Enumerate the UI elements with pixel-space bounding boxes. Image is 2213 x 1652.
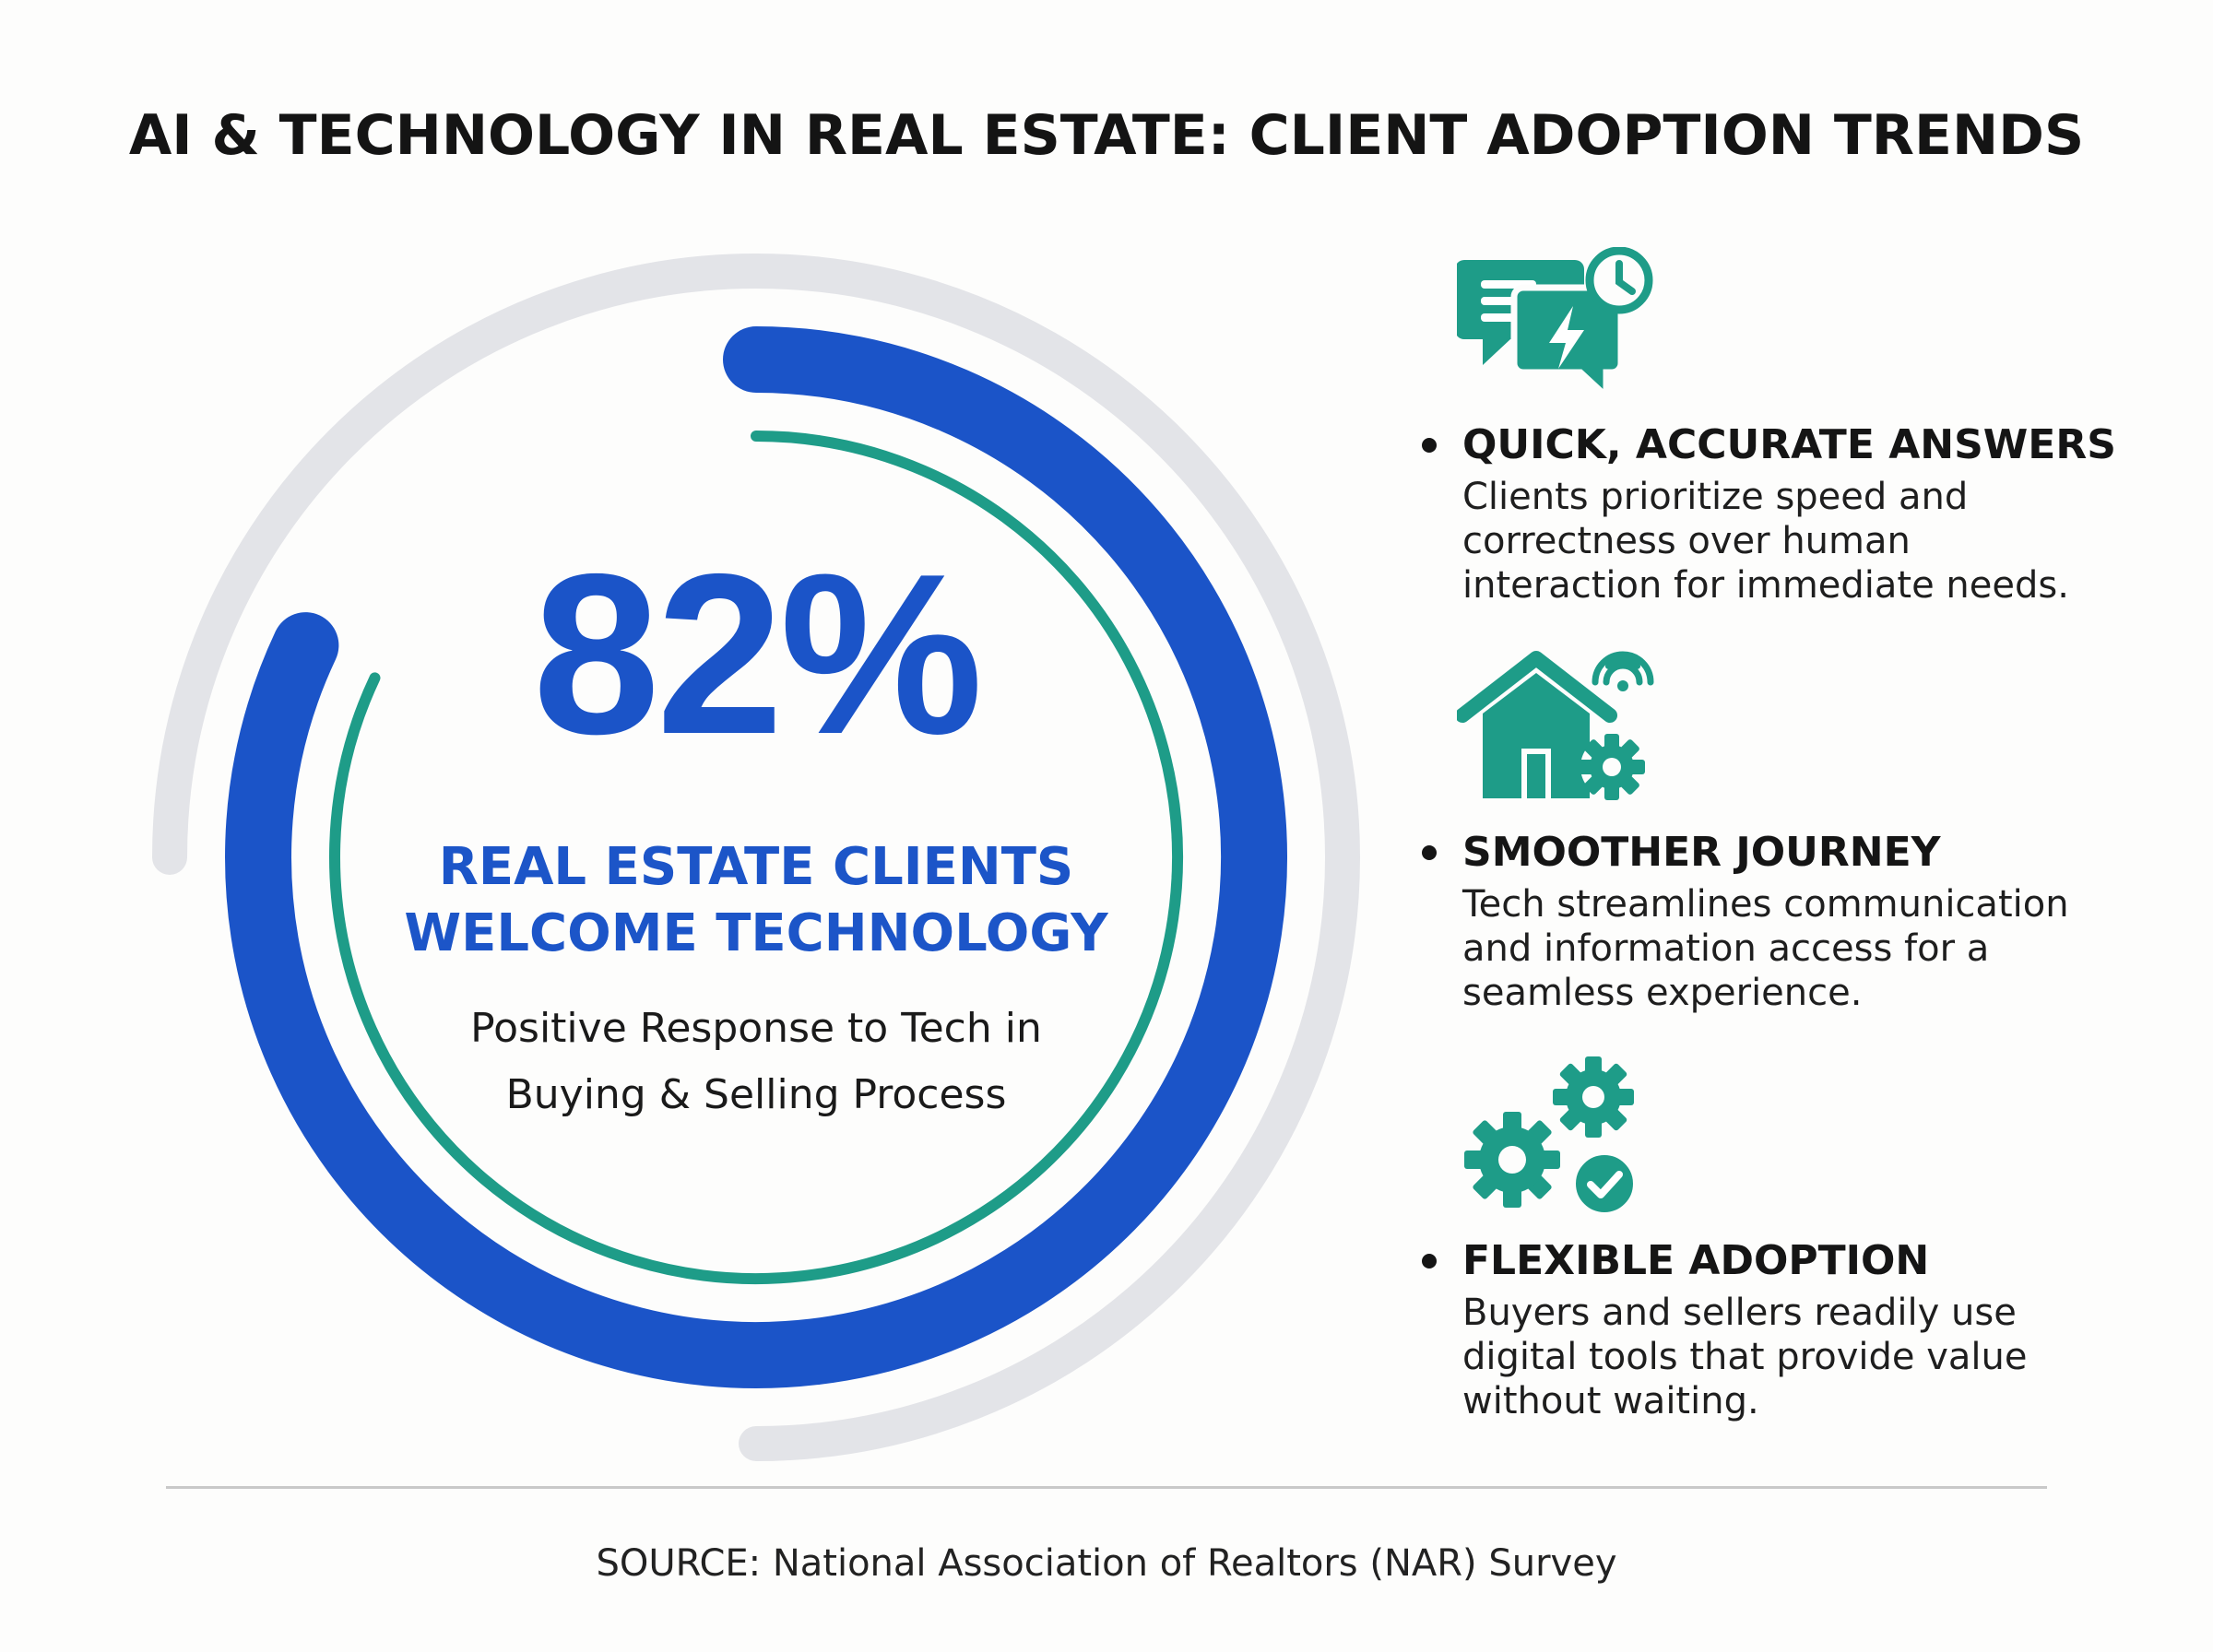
feature-description: Clients prioritize speed and correctness…	[1420, 475, 2158, 608]
stat-subtext-line: Buying & Selling Process	[505, 1071, 1007, 1118]
feature-description-line: seamless experience.	[1462, 972, 1863, 1014]
feature-title: SMOOTHER JOURNEY	[1420, 827, 2158, 879]
smart-home-gear-icon	[1457, 651, 1654, 800]
bullet-icon	[1422, 1254, 1437, 1268]
feature-item: FLEXIBLE ADOPTION Buyers and sellers rea…	[1420, 1235, 2158, 1423]
feature-title: FLEXIBLE ADOPTION	[1420, 1235, 2158, 1287]
feature-item: SMOOTHER JOURNEY Tech streamlines commun…	[1420, 827, 2158, 1015]
ring-progress-arc	[225, 326, 1288, 1388]
chat-bubbles-clock-lightning-icon	[1457, 247, 1653, 405]
stat-headline: REAL ESTATE CLIENTS WELCOME TECHNOLOGY	[277, 834, 1236, 967]
source-citation: SOURCE: National Association of Realtors…	[596, 1542, 1617, 1585]
feature-description: Buyers and sellers readily use digital t…	[1420, 1291, 2158, 1423]
gears-checkmark-icon	[1464, 1056, 1639, 1217]
feature-description-line: Buyers and sellers readily use	[1462, 1292, 2017, 1334]
bullet-icon	[1422, 845, 1437, 860]
feature-description-line: and information access for a	[1462, 927, 1990, 970]
stat-headline-line: WELCOME TECHNOLOGY	[404, 903, 1108, 963]
feature-description: Tech streamlines communication and infor…	[1420, 882, 2158, 1015]
ring-track-arc	[152, 254, 1360, 1461]
footer-divider	[166, 1486, 2047, 1489]
feature-description-line: digital tools that provide value	[1462, 1336, 2028, 1378]
stat-subtext: Positive Response to Tech in Buying & Se…	[277, 996, 1236, 1128]
progress-ring	[152, 254, 1360, 1461]
stat-headline-line: REAL ESTATE CLIENTS	[438, 837, 1074, 897]
feature-description-line: without waiting.	[1462, 1380, 1759, 1422]
feature-title-text: SMOOTHER JOURNEY	[1462, 829, 1941, 876]
feature-description-line: Clients prioritize speed and	[1462, 476, 1969, 518]
feature-description-line: Tech streamlines communication	[1462, 883, 2069, 926]
ring-inner-arc	[329, 431, 1183, 1284]
feature-title-text: FLEXIBLE ADOPTION	[1462, 1237, 1930, 1284]
feature-title-text: QUICK, ACCURATE ANSWERS	[1462, 421, 2116, 468]
feature-item: QUICK, ACCURATE ANSWERS Clients prioriti…	[1420, 419, 2158, 608]
feature-title: QUICK, ACCURATE ANSWERS	[1420, 419, 2158, 471]
feature-description-line: correctness over human	[1462, 520, 1911, 562]
bullet-icon	[1422, 438, 1437, 453]
feature-description-line: interaction for immediate needs.	[1462, 564, 2069, 607]
stat-subtext-line: Positive Response to Tech in	[470, 1005, 1042, 1052]
page-title: AI & TECHNOLOGY IN REAL ESTATE: CLIENT A…	[128, 103, 2085, 168]
stat-percent: 82%	[532, 525, 983, 782]
